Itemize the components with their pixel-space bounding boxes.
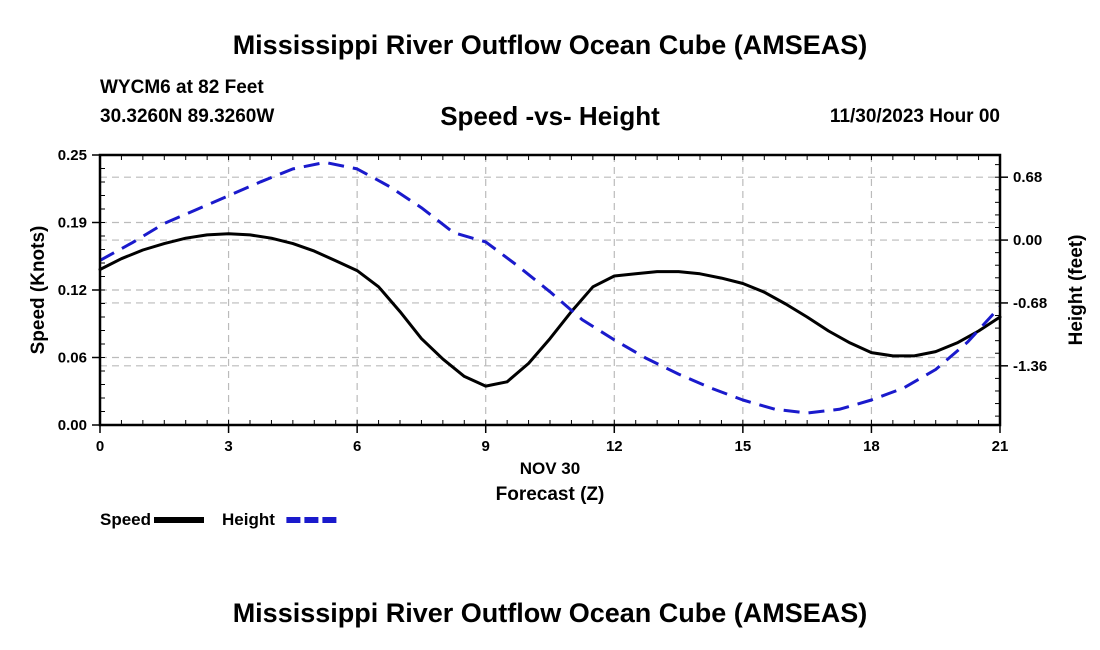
station-label: WYCM6 at 82 Feet	[100, 77, 264, 98]
axis-ticks: 0 3 6 9 12 15 18 21 0.00 0.06 0.12 0.19 0.25 -1.36 -0.…	[58, 147, 1047, 455]
y-tick-label-right: -0.68	[1013, 295, 1047, 312]
x-axis-date-label: NOV 30	[520, 459, 580, 478]
x-tick-label: 15	[735, 438, 752, 455]
y-axis-label-left: Speed (Knots)	[28, 226, 49, 355]
y-axis-label-right: Height (feet)	[1066, 235, 1087, 346]
legend: Speed Height	[100, 510, 337, 529]
y-tick-label-left: 0.12	[58, 282, 87, 299]
coordinates-label: 30.3260N 89.3260W	[100, 106, 275, 127]
legend-label-speed: Speed	[100, 510, 151, 529]
x-tick-label: 12	[606, 438, 623, 455]
x-tick-label: 18	[863, 438, 880, 455]
x-axis-label: Forecast (Z)	[496, 484, 605, 505]
series-line-speed	[98, 232, 1002, 388]
chart-subtitle: Speed -vs- Height	[440, 101, 660, 131]
x-tick-label: 21	[992, 438, 1009, 455]
x-tick-label: 9	[482, 438, 490, 455]
y-tick-label-right: -1.36	[1013, 358, 1047, 375]
series-layer	[98, 160, 1002, 415]
series-line-height	[99, 160, 1002, 415]
legend-label-height: Height	[222, 510, 275, 529]
x-tick-label: 6	[353, 438, 361, 455]
y-tick-label-right: 0.00	[1013, 232, 1042, 249]
y-tick-label-left: 0.25	[58, 147, 87, 164]
x-tick-label: 0	[96, 438, 104, 455]
x-tick-label: 3	[224, 438, 232, 455]
y-tick-label-left: 0.00	[58, 417, 87, 434]
y-tick-label-left: 0.06	[58, 350, 87, 367]
y-tick-label-left: 0.19	[58, 215, 87, 232]
y-tick-label-right: 0.68	[1013, 169, 1042, 186]
footer-title: Mississippi River Outflow Ocean Cube (AM…	[232, 598, 868, 628]
forecast-datetime: 11/30/2023 Hour 00	[829, 106, 1000, 127]
chart-title: Mississippi River Outflow Ocean Cube (AM…	[232, 30, 868, 60]
